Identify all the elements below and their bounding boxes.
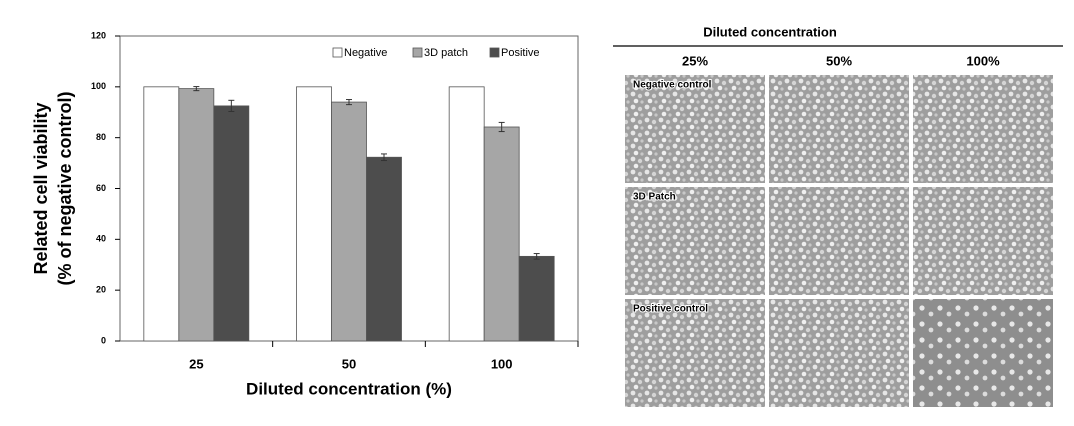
error-bar [193, 86, 200, 92]
y-tick-label: 0 [101, 335, 106, 345]
micrograph [913, 75, 1053, 183]
micrograph [625, 299, 765, 407]
error-bar [346, 99, 352, 106]
x-tick-label: 50 [342, 356, 356, 371]
micrograph-grid: Diluted concentration 25% 50% 100% Negative… [613, 24, 1063, 407]
grid-title: Diluted concentration [703, 24, 837, 39]
micrograph [769, 299, 909, 407]
legend-label: Positive [501, 47, 540, 59]
bar [143, 86, 180, 342]
micrograph [913, 299, 1053, 407]
bar [483, 126, 520, 342]
bar-chart: 0 20 40 60 80 100 120 25 50 100 Negative 3D patch Po… [31, 30, 579, 398]
micrograph [913, 187, 1053, 295]
y-axis-label: (% of negative control) [55, 91, 75, 285]
column-header: 100% [966, 53, 1000, 68]
micrograph [769, 75, 909, 183]
row-label: 3D Patch [633, 192, 676, 203]
column-header: 25% [682, 53, 708, 68]
x-axis-label: Diluted concentration (%) [246, 379, 452, 398]
bar [213, 105, 250, 342]
row-label: Negative control [633, 80, 712, 91]
legend-label: 3D patch [424, 47, 468, 59]
error-bar [228, 99, 235, 112]
bar [296, 86, 332, 342]
y-tick-label: 120 [91, 30, 106, 40]
y-tick-label: 60 [96, 183, 106, 193]
y-tick-label: 80 [96, 132, 106, 142]
bar [366, 156, 402, 342]
bar [178, 88, 215, 342]
bar [448, 86, 485, 342]
x-tick-label: 25 [189, 356, 203, 371]
y-tick-label: 100 [91, 81, 106, 91]
column-header: 50% [826, 53, 852, 68]
y-tick-label: 40 [96, 234, 106, 244]
x-tick-label: 100 [491, 356, 513, 371]
y-axis-label: Related cell viability [31, 102, 51, 274]
micrograph [625, 75, 765, 183]
error-bar [381, 153, 387, 162]
error-bar [533, 253, 540, 260]
bar [518, 255, 555, 342]
legend-swatch [489, 47, 500, 58]
micrograph [625, 187, 765, 295]
legend-swatch [332, 47, 343, 58]
legend-label: Negative [344, 47, 387, 59]
row-label: Positive control [633, 304, 708, 315]
y-tick-label: 20 [96, 285, 106, 295]
legend-swatch [412, 47, 423, 58]
bar [331, 101, 367, 342]
micrograph [769, 187, 909, 295]
error-bar [498, 121, 505, 133]
